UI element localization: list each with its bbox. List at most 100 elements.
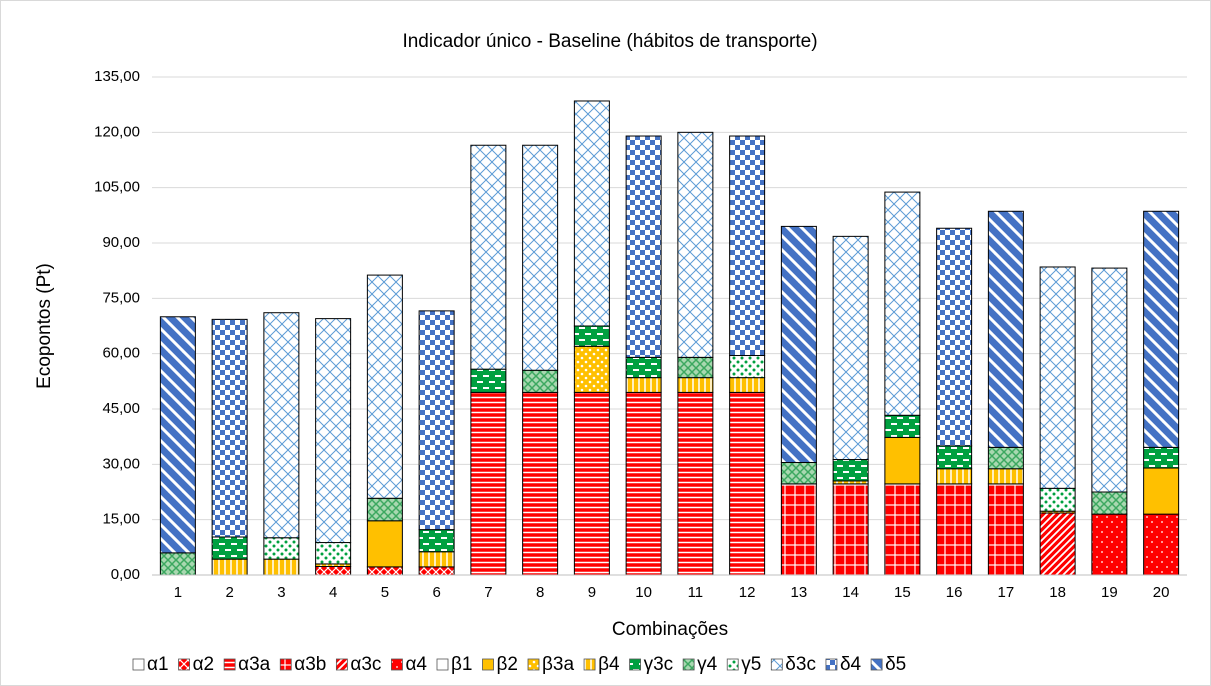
bar-segment [315,542,352,565]
legend-label: β3a [542,654,574,675]
legend-swatch [436,658,449,671]
x-tick-label: 11 [688,584,704,601]
bar-segment [573,325,610,347]
legend-swatch [335,658,348,671]
bar-segment [884,436,921,485]
bar-segment [522,144,559,371]
legend-swatch [825,658,838,671]
bar-segment [1143,210,1180,448]
bar-segment [936,468,973,485]
legend-swatch [527,658,540,671]
bar-segment [470,391,507,576]
y-tick-label: 60,00 [102,345,140,362]
bar-segment [211,318,248,538]
y-tick-label: 30,00 [102,455,140,472]
bar-segment [1143,513,1180,576]
legend-swatch [223,658,236,671]
bar-segment [729,377,766,393]
bar-segment [1039,512,1076,576]
legend-swatch [682,658,695,671]
x-tick-label: 2 [225,584,233,601]
y-tick-label: 105,00 [94,179,140,196]
x-tick-label: 8 [536,584,544,601]
x-tick-label: 9 [588,584,596,601]
legend-swatch [132,658,145,671]
bar-segment [366,274,403,499]
bar-segment [832,235,869,461]
bar-segment [936,483,973,576]
legend-swatch [770,658,783,671]
bar-segment [729,135,766,357]
bar-segment [1143,446,1180,469]
bar-segment [573,345,610,393]
bar-segment [884,191,921,416]
bar-segment [315,566,352,576]
x-tick-label: 15 [894,584,911,601]
legend-label: α3b [294,654,326,675]
x-tick-label: 12 [739,584,756,601]
legend-label: β4 [598,654,620,675]
bar-segment [780,225,817,463]
legend-swatch [391,658,403,671]
x-tick-label: 14 [842,584,859,601]
y-tick-label: 135,00 [94,68,140,85]
bar-segment [470,144,507,370]
bar-segment [1039,266,1076,489]
x-tick-label: 5 [381,584,389,601]
bar-segment [677,131,714,358]
x-tick-label: 4 [329,584,337,601]
legend-label: δ5 [885,654,906,675]
x-axis-label: Combinações [612,619,728,640]
bar-segment [418,310,455,531]
x-tick-label: 1 [174,584,182,601]
bar-segment [263,558,300,576]
bar-segment [832,459,869,482]
legend-label: α3a [238,654,271,675]
legend-swatch [583,658,596,671]
bar-segment [832,483,869,576]
y-tick-label: 120,00 [94,123,140,140]
y-tick-label: 0,00 [111,566,140,583]
bar-segment [936,445,973,470]
x-tick-label: 13 [791,584,808,601]
y-tick-label: 75,00 [102,289,140,306]
bar-segment [1143,467,1180,515]
bar-segment [987,210,1024,448]
bar-segment [159,552,196,576]
bar-segment [677,377,714,393]
bar-segment [987,468,1024,485]
legend-label: γ3c [644,654,674,675]
bar-segment [884,483,921,576]
legend-label: γ5 [741,654,761,675]
legend-label: α4 [405,654,427,675]
bar-segment [936,227,973,447]
bar-segment [573,391,610,576]
bar-segment [418,551,455,568]
bar-segment [1091,491,1128,515]
bar-segment [263,312,300,539]
bar-segment [884,414,921,438]
bar-segment [418,529,455,553]
bar-segment [522,369,559,393]
bar-segment [211,558,248,576]
bar-segment [366,497,403,522]
legend-swatch [870,658,883,671]
y-axis-label: Ecopontos (Pt) [34,263,55,389]
legend-label: α1 [147,654,169,675]
legend-swatch [726,658,739,671]
x-tick-label: 19 [1101,584,1118,601]
bar-segment [987,483,1024,576]
bar-segment [677,356,714,379]
x-tick-label: 10 [635,584,652,601]
legend-swatch [482,658,494,671]
bar-segment [263,537,300,560]
bar-segment [522,391,559,576]
bar-segment [780,483,817,576]
legend-swatch [178,658,190,671]
bar-segment [1039,487,1076,512]
x-tick-label: 6 [432,584,440,601]
x-tick-label: 7 [484,584,492,601]
bar-segment [729,391,766,576]
legend-label: δ4 [840,654,862,675]
